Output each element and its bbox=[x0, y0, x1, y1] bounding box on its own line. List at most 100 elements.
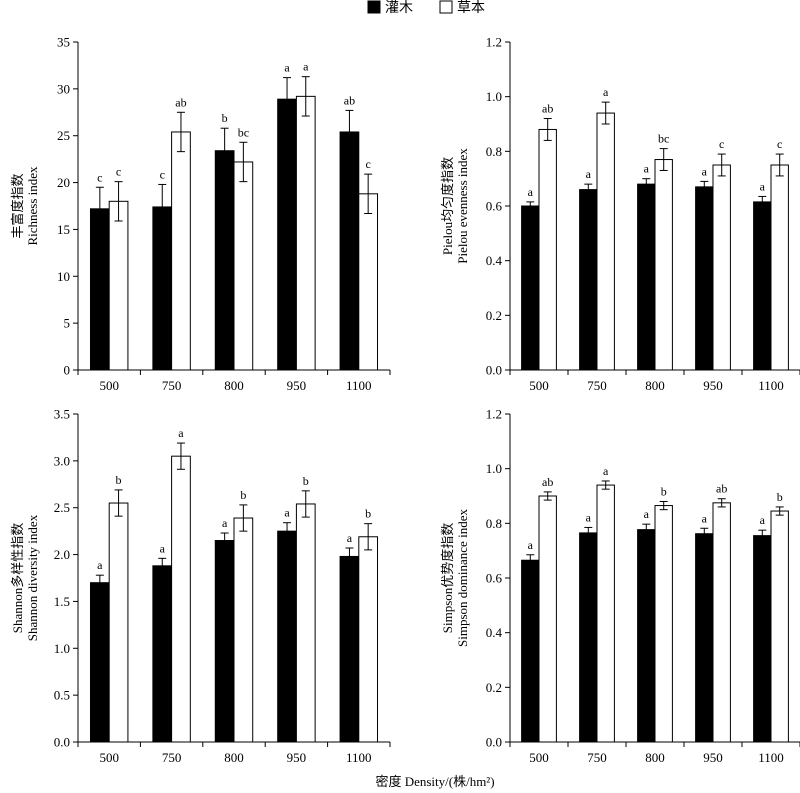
x-tick-label-1100: 1100 bbox=[758, 750, 784, 765]
y-tick-label: 0.2 bbox=[486, 680, 502, 695]
bar-shrub-950 bbox=[277, 530, 297, 743]
significance-label-herb: b bbox=[365, 507, 371, 521]
bar-herb-1100 bbox=[358, 536, 379, 743]
significance-label-shrub: a bbox=[284, 506, 290, 520]
bar-shrub-1100 bbox=[339, 555, 360, 743]
significance-label-shrub: b bbox=[222, 111, 228, 125]
y-tick-label: 0.0 bbox=[486, 363, 502, 378]
legend-swatch-shrub bbox=[367, 0, 381, 14]
bar-herb-1100 bbox=[770, 510, 789, 743]
significance-label-shrub: a bbox=[528, 538, 534, 552]
significance-label-herb: bc bbox=[238, 125, 249, 139]
legend-swatch-herb bbox=[439, 0, 453, 14]
bar-herb-750 bbox=[171, 131, 191, 371]
legend-label-herb: 草本 bbox=[457, 0, 485, 16]
significance-label-shrub: a bbox=[160, 541, 166, 555]
y-axis-label: 丰富度指数Richness index bbox=[10, 166, 40, 246]
legend: 灌木 草本 bbox=[367, 0, 485, 16]
y-tick-label: 2.0 bbox=[54, 547, 70, 562]
bar-shrub-1100 bbox=[753, 201, 772, 371]
significance-label-herb: ab bbox=[175, 95, 186, 109]
significance-label-shrub: a bbox=[586, 167, 592, 181]
significance-label-shrub: a bbox=[702, 511, 708, 525]
y-tick-label: 2.5 bbox=[54, 500, 70, 515]
significance-label-herb: c bbox=[365, 157, 370, 171]
x-tick-label-950: 950 bbox=[287, 750, 307, 765]
bar-shrub-500 bbox=[521, 559, 540, 743]
significance-label-shrub: a bbox=[644, 507, 650, 521]
significance-label-herb: c bbox=[116, 165, 121, 179]
y-tick-label: 0.8 bbox=[486, 144, 502, 159]
significance-label-herb: a bbox=[603, 85, 609, 99]
bar-herb-1100 bbox=[770, 164, 789, 371]
y-tick-label: 0.8 bbox=[486, 516, 502, 531]
y-tick-label: 0.4 bbox=[486, 253, 503, 268]
bar-herb-500 bbox=[538, 128, 557, 371]
y-tick-label: 0.5 bbox=[54, 688, 70, 703]
simpson-panel: 0.0 0.2 0.4 0.6 0.8 1.0 1.2 Simpson优势度指数Simpson… bbox=[440, 407, 800, 765]
x-tick-label-750: 750 bbox=[587, 750, 607, 765]
y-tick-label: 15 bbox=[57, 222, 70, 237]
x-tick-label-800: 800 bbox=[224, 750, 244, 765]
bar-shrub-500 bbox=[521, 205, 540, 371]
significance-label-herb: a bbox=[178, 426, 184, 440]
y-tick-label: 0.4 bbox=[486, 625, 503, 640]
y-axis-label-en: Pielou evenness index bbox=[455, 148, 470, 264]
x-tick-label-950: 950 bbox=[703, 378, 723, 393]
y-tick-label: 1.5 bbox=[54, 594, 70, 609]
x-tick-label-750: 750 bbox=[587, 378, 607, 393]
significance-label-herb: b bbox=[777, 490, 783, 504]
x-tick-label-800: 800 bbox=[645, 378, 665, 393]
bar-herb-800 bbox=[654, 505, 673, 743]
bar-herb-950 bbox=[712, 502, 731, 743]
shannon-panel: 0.0 0.5 1.0 1.5 2.0 2.5 3.0 3.5 Shannon多样性指数Shan… bbox=[10, 407, 391, 765]
bar-shrub-950 bbox=[277, 98, 297, 371]
y-axis-label-cn: Shannon多样性指数 bbox=[10, 523, 25, 634]
y-axis-label: Shannon多样性指数Shannon diversity index bbox=[10, 514, 40, 641]
y-tick-label: 0.0 bbox=[486, 735, 502, 750]
x-tick-label-500: 500 bbox=[99, 750, 119, 765]
significance-label-herb: b bbox=[661, 484, 667, 498]
y-axis-label: Simpson优势度指数Simpson dominance index bbox=[440, 509, 470, 647]
y-tick-label: 30 bbox=[57, 81, 70, 96]
y-tick-label: 20 bbox=[57, 175, 70, 190]
significance-label-shrub: a bbox=[222, 516, 228, 530]
y-tick-label: 0.6 bbox=[486, 199, 503, 214]
legend-label-shrub: 灌木 bbox=[385, 0, 413, 16]
x-tick-label-800: 800 bbox=[645, 750, 665, 765]
significance-label-shrub: a bbox=[760, 513, 766, 527]
y-tick-label: 3.5 bbox=[54, 407, 70, 422]
significance-label-shrub: a bbox=[528, 185, 534, 199]
x-tick-label-950: 950 bbox=[703, 750, 723, 765]
y-tick-label: 0.2 bbox=[486, 308, 502, 323]
bar-shrub-1100 bbox=[753, 535, 772, 743]
y-tick-label: 35 bbox=[57, 35, 70, 50]
bar-herb-800 bbox=[233, 517, 254, 743]
evenness-panel: 0.0 0.2 0.4 0.6 0.8 1.0 1.2 Pielou均匀度指数Pielou e… bbox=[440, 35, 800, 393]
significance-label-herb: b bbox=[116, 473, 122, 487]
bar-herb-750 bbox=[171, 455, 191, 743]
significance-label-shrub: a bbox=[284, 61, 290, 75]
y-tick-label: 0.0 bbox=[54, 735, 70, 750]
x-tick-label-1100: 1100 bbox=[758, 378, 784, 393]
y-tick-label: 0 bbox=[64, 363, 71, 378]
bar-herb-500 bbox=[538, 495, 557, 743]
y-tick-label: 0.6 bbox=[486, 571, 503, 586]
y-tick-label: 25 bbox=[57, 128, 70, 143]
significance-label-herb: ab bbox=[716, 482, 727, 496]
y-axis-label-cn: Pielou均匀度指数 bbox=[440, 157, 455, 255]
bar-shrub-800 bbox=[214, 150, 235, 371]
y-axis-label-cn: Simpson优势度指数 bbox=[440, 523, 455, 634]
bar-shrub-750 bbox=[579, 532, 598, 743]
significance-label-herb: b bbox=[303, 474, 309, 488]
y-tick-label: 1.2 bbox=[486, 407, 502, 422]
bar-shrub-950 bbox=[695, 186, 714, 371]
bar-shrub-750 bbox=[579, 189, 598, 371]
significance-label-herb: c bbox=[777, 137, 782, 151]
significance-label-herb: ab bbox=[542, 475, 553, 489]
x-tick-label-800: 800 bbox=[224, 378, 244, 393]
richness-panel: 0 5 10 15 20 25 30 35 丰富度指数Richness index 500 750 8… bbox=[10, 35, 391, 393]
x-tick-label-950: 950 bbox=[287, 378, 307, 393]
y-axis-label: Pielou均匀度指数Pielou evenness index bbox=[440, 148, 470, 264]
significance-label-shrub: a bbox=[644, 162, 650, 176]
